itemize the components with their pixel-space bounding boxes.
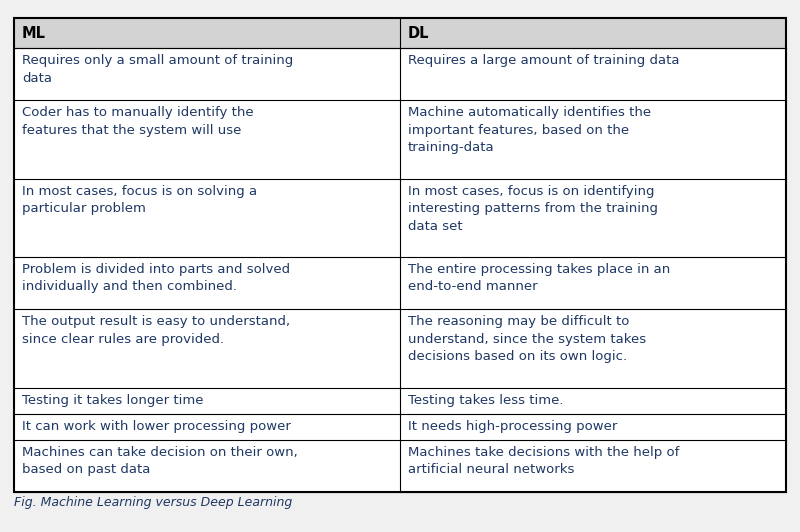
Text: Requires a large amount of training data: Requires a large amount of training data <box>408 54 679 67</box>
Bar <box>14 18 786 492</box>
Text: In most cases, focus is on solving a
particular problem: In most cases, focus is on solving a par… <box>22 185 257 215</box>
Text: ML: ML <box>22 26 46 40</box>
Text: Machine automatically identifies the
important features, based on the
training-d: Machine automatically identifies the imp… <box>408 106 651 154</box>
Text: The reasoning may be difficult to
understand, since the system takes
decisions b: The reasoning may be difficult to unders… <box>408 315 646 363</box>
Bar <box>14 18 786 492</box>
Text: The entire processing takes place in an
end-to-end manner: The entire processing takes place in an … <box>408 263 670 294</box>
Bar <box>14 18 786 48</box>
Text: DL: DL <box>408 26 430 40</box>
Text: It can work with lower processing power: It can work with lower processing power <box>22 420 291 433</box>
Text: Testing takes less time.: Testing takes less time. <box>408 394 563 406</box>
Text: Testing it takes longer time: Testing it takes longer time <box>22 394 203 406</box>
Text: Fig. Machine Learning versus Deep Learning: Fig. Machine Learning versus Deep Learni… <box>14 496 292 509</box>
Text: Machines can take decision on their own,
based on past data: Machines can take decision on their own,… <box>22 446 298 476</box>
Text: It needs high-processing power: It needs high-processing power <box>408 420 618 433</box>
Text: In most cases, focus is on identifying
interesting patterns from the training
da: In most cases, focus is on identifying i… <box>408 185 658 232</box>
Text: Problem is divided into parts and solved
individually and then combined.: Problem is divided into parts and solved… <box>22 263 290 294</box>
Text: The output result is easy to understand,
since clear rules are provided.: The output result is easy to understand,… <box>22 315 290 346</box>
Text: Coder has to manually identify the
features that the system will use: Coder has to manually identify the featu… <box>22 106 254 137</box>
Text: Machines take decisions with the help of
artificial neural networks: Machines take decisions with the help of… <box>408 446 679 476</box>
Text: Requires only a small amount of training
data: Requires only a small amount of training… <box>22 54 294 85</box>
